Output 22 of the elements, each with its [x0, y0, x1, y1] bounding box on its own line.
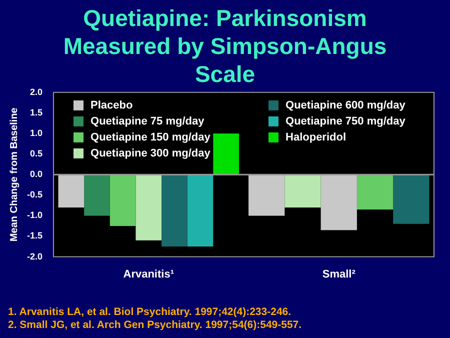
- y-tick-label: 0.5: [30, 148, 43, 159]
- legend-label: Quetiapine 300 mg/day: [90, 147, 212, 160]
- legend-label: Quetiapine 150 mg/day: [90, 131, 212, 144]
- text: 1. Arvanitis LA, et al. Biol Psychiatry. 1997;42(4):233-246.: [8, 306, 292, 319]
- y-axis-title: Mean Change from Baseline: [8, 107, 20, 242]
- legend-label: Haloperidol: [286, 131, 346, 144]
- legend-label: Placebo: [90, 99, 133, 112]
- legend-label: Quetiapine 750 mg/day: [286, 115, 406, 128]
- y-tick-label: 1.0: [30, 128, 43, 138]
- text: 2. Small JG, et al. Arch Gen Psychiatry. 1997;54(6):549-557.: [8, 319, 302, 332]
- y-tick-label: -0.5: [26, 190, 43, 200]
- y-tick-label: 2.0: [30, 86, 43, 97]
- x-tick-label: Small²: [322, 268, 356, 280]
- legend-label: Quetiapine 75 mg/day: [90, 115, 206, 128]
- y-tick-label: 0.0: [30, 169, 43, 180]
- y-tick-label: 1.5: [30, 107, 43, 118]
- y-tick-label: -2.0: [26, 251, 43, 262]
- chart-title: Quetiapine: Parkinsonism Measured by Simpson-Angus Scale: [62, 4, 388, 88]
- y-tick-label: -1.5: [26, 230, 43, 241]
- x-tick-label: Arvanitis¹: [123, 268, 174, 280]
- y-tick-label: -1.0: [26, 210, 43, 220]
- legend-label: Quetiapine 600 mg/day: [286, 99, 406, 112]
